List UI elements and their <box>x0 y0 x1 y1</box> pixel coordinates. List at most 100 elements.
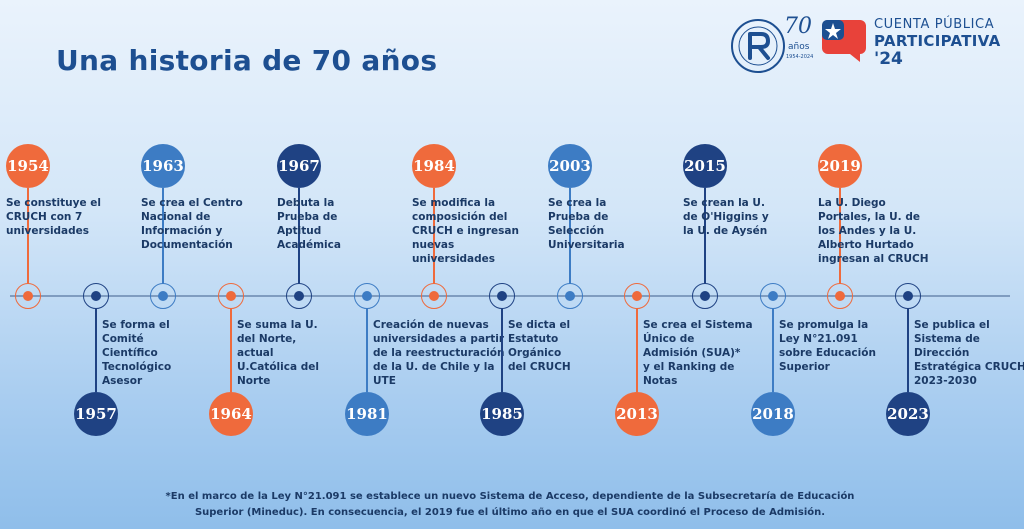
event-description-line: sobre Educación <box>779 347 876 359</box>
event-description-line: Se publica el <box>914 319 990 331</box>
cruch-anos-label: años <box>788 42 810 52</box>
event-description-line: Único de <box>643 333 695 345</box>
year-badge-2023: 2023 <box>886 392 930 436</box>
timeline-dot-core <box>497 291 507 301</box>
timeline-dot-core <box>429 291 439 301</box>
timeline-dot-core <box>91 291 101 301</box>
event-description-line: universidades <box>412 253 496 265</box>
event-description-1954: Se constituye el CRUCH con 7 universidades <box>6 196 101 238</box>
timeline-stem-2023 <box>907 308 909 392</box>
year-badge-1963: 1963 <box>141 144 185 188</box>
event-description-line: Superior <box>779 361 830 373</box>
event-description-line: del Norte, <box>237 333 297 345</box>
event-description-1964: Se suma la U. del Norte, actual U.Católica … <box>237 318 319 388</box>
event-description-line: Universitaria <box>548 239 625 251</box>
year-badge-2018: 2018 <box>751 392 795 436</box>
cruch-years-range: 1954-2024 <box>786 54 814 60</box>
event-description-line: Sistema de <box>914 333 980 345</box>
event-description-line: Se promulga la <box>779 319 869 331</box>
timeline-dot-core <box>768 291 778 301</box>
event-description-line: Asesor <box>102 375 143 387</box>
timeline-stem-1957 <box>95 308 97 392</box>
timeline-dot-2003 <box>557 283 583 309</box>
event-description-line: de O'Higgins y <box>683 211 769 223</box>
cuenta-publica-line2: PARTICIPATIVA <box>874 32 1001 50</box>
event-description-line: composición del <box>412 211 508 223</box>
event-description-line: Documentación <box>141 239 233 251</box>
event-description-line: Se crean la U. <box>683 197 765 209</box>
cruch-70-number: 70 <box>784 14 812 39</box>
event-description-line: de la reestructuración <box>373 347 505 359</box>
timeline-dot-core <box>632 291 642 301</box>
event-description-line: Estatuto <box>508 333 559 345</box>
timeline-dot-core <box>565 291 575 301</box>
timeline-dot-2015 <box>692 283 718 309</box>
event-description-line: Se modifica la <box>412 197 496 209</box>
timeline-dot-1985 <box>489 283 515 309</box>
timeline-stem-1985 <box>501 308 503 392</box>
timeline-stem-1967 <box>298 188 300 284</box>
footnote-line1: *En el marco de la Ley N°21.091 se estab… <box>165 491 855 502</box>
event-description-line: La U. Diego <box>818 197 886 209</box>
year-badge-1967: 1967 <box>277 144 321 188</box>
timeline-dot-1984 <box>421 283 447 309</box>
footnote-line2: Superior (Mineduc). En consecuencia, el … <box>194 507 826 518</box>
event-description-line: Se crea la <box>548 197 607 209</box>
cuenta-publica-year: '24 <box>874 49 903 69</box>
timeline-stem-2018 <box>772 308 774 392</box>
chile-flag-speech-bubble-icon <box>822 20 866 62</box>
event-description-line: Nacional de <box>141 211 211 223</box>
timeline-dot-2019 <box>827 283 853 309</box>
event-description-line: Se constituye el <box>6 197 101 209</box>
cruch-seal-icon <box>731 19 785 73</box>
timeline-dot-2023 <box>895 283 921 309</box>
timeline-dot-core <box>158 291 168 301</box>
year-badge-2003: 2003 <box>548 144 592 188</box>
timeline-stem-2015 <box>704 188 706 284</box>
event-description-line: la U. de Aysén <box>683 225 768 237</box>
event-description-line: Aptitud <box>277 225 322 237</box>
timeline-stem-1984 <box>433 188 435 284</box>
event-description-1957: Se forma el Comité Científico Tecnológico As… <box>102 318 171 388</box>
event-description-2013: Se crea el Sistema Único de Admisión (SUA)… <box>643 318 753 388</box>
event-description-line: Se crea el Centro <box>141 197 243 209</box>
cruch-70-logo: 70 años 1954-2024 <box>730 14 814 78</box>
timeline-dot-core <box>835 291 845 301</box>
timeline-stem-1981 <box>366 308 368 392</box>
timeline-stem-1963 <box>162 188 164 284</box>
event-description-line: Orgánico <box>508 347 562 359</box>
event-description-line: ingresan al CRUCH <box>818 253 929 265</box>
timeline-dot-core <box>362 291 372 301</box>
timeline-stem-2019 <box>839 188 841 284</box>
event-description-line: de la U. de Chile y la <box>373 361 495 373</box>
timeline-stem-1954 <box>27 188 29 284</box>
event-description-line: Tecnológico <box>102 361 172 373</box>
event-description-line: U.Católica del <box>237 361 319 373</box>
event-description-line: Creación de nuevas <box>373 319 489 331</box>
event-description-line: Alberto Hurtado <box>818 239 914 251</box>
event-description-line: Norte <box>237 375 271 387</box>
event-description-line: Debuta la <box>277 197 335 209</box>
event-description-line: Se forma el <box>102 319 170 331</box>
event-description-2018: Se promulga la Ley N°21.091 sobre Educació… <box>779 318 876 374</box>
event-description-1981: Creación de nuevas universidades a partir… <box>373 318 504 388</box>
event-description-1984: Se modifica la composición del CRUCH e ing… <box>412 196 519 266</box>
timeline-dot-core <box>23 291 33 301</box>
event-description-line: Admisión (SUA)* <box>643 347 741 359</box>
event-description-line: Se suma la U. <box>237 319 318 331</box>
event-description-1963: Se crea el Centro Nacional de Información … <box>141 196 243 252</box>
event-description-line: los Andes y la U. <box>818 225 917 237</box>
year-badge-2015: 2015 <box>683 144 727 188</box>
year-badge-1981: 1981 <box>345 392 389 436</box>
event-description-line: UTE <box>373 375 396 387</box>
event-description-line: nuevas <box>412 239 455 251</box>
year-badge-2019: 2019 <box>818 144 862 188</box>
footnote: *En el marco de la Ley N°21.091 se estab… <box>30 489 990 521</box>
event-description-2019: La U. Diego Portales, la U. de los Andes y… <box>818 196 929 266</box>
timeline-dot-1981 <box>354 283 380 309</box>
event-description-line: y el Ranking de <box>643 361 735 373</box>
timeline-dot-1954 <box>15 283 41 309</box>
event-description-line: Prueba de <box>277 211 338 223</box>
event-description-line: Académica <box>277 239 341 251</box>
event-description-line: actual <box>237 347 274 359</box>
